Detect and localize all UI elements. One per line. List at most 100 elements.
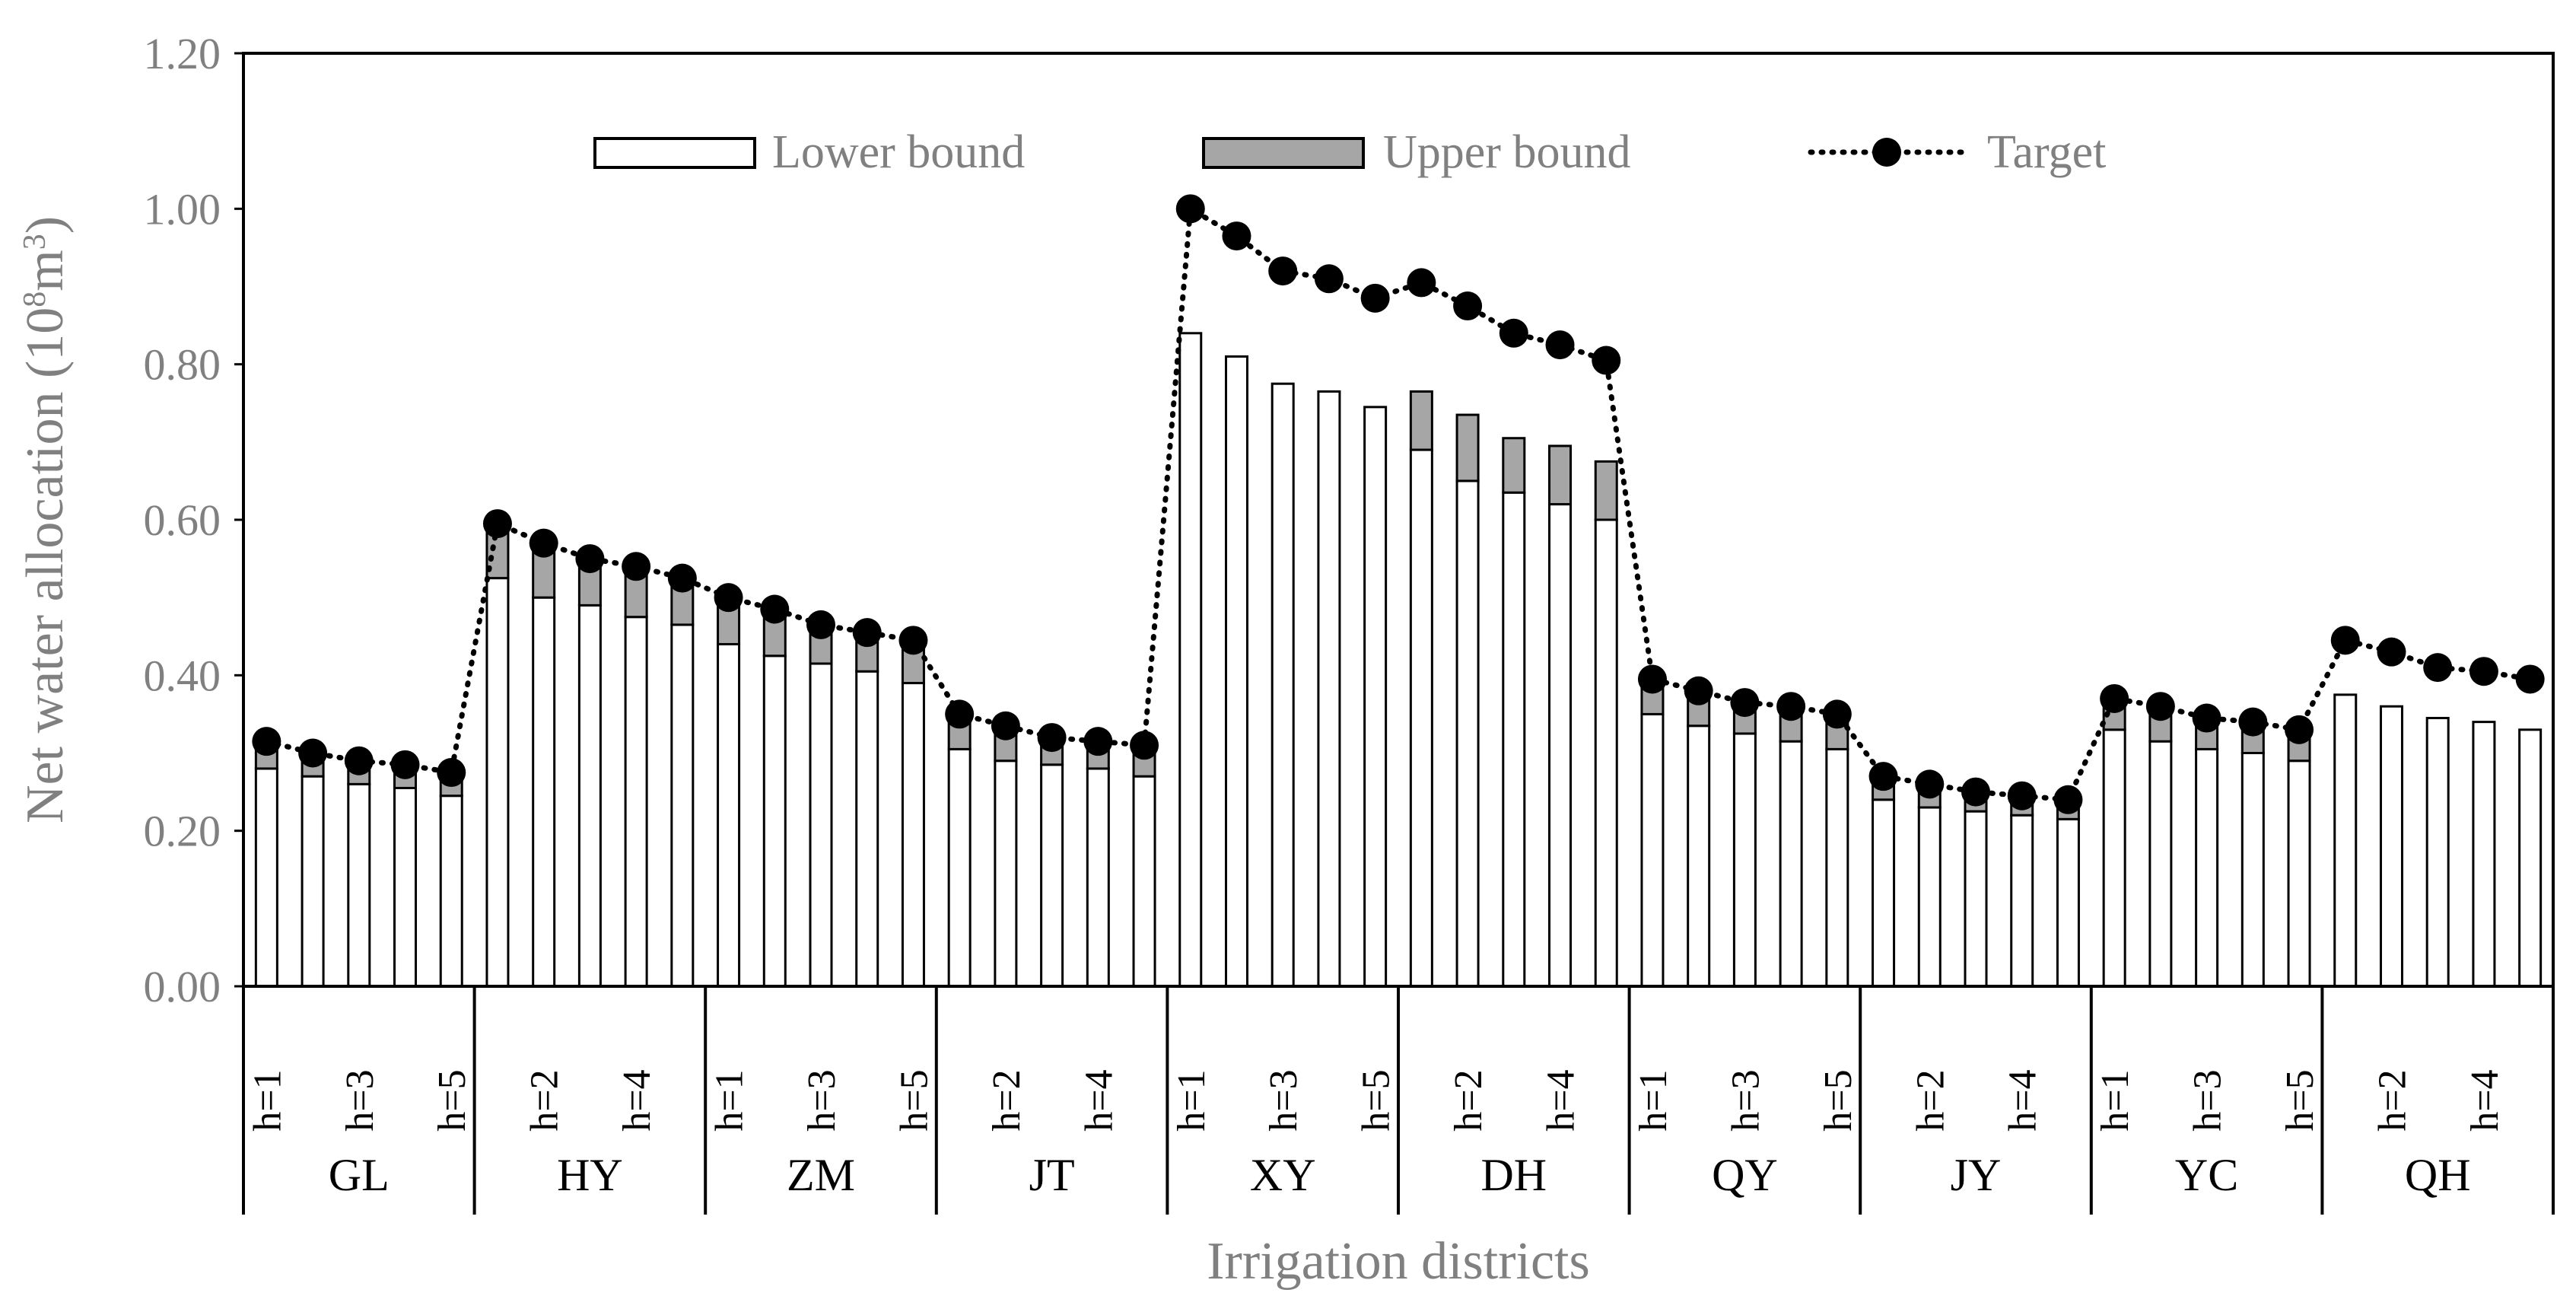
y-axis-title-superscript: 3 [17,234,52,250]
target-point [2007,781,2037,810]
district-label: JY [1951,1150,2002,1200]
bar-lower-bound [762,654,787,988]
y-tick-label: 0.20 [144,807,221,856]
category-tick-label: h=4 [2463,1069,2507,1131]
legend-label-target: Target [1987,126,2106,178]
target-point [667,563,697,593]
bar-lower-bound [2287,759,2311,988]
category-tick-label: h=1 [246,1069,289,1131]
bar-lower-bound [2425,717,2450,988]
bar-lower-bound [347,782,371,988]
y-axis-title: Net water allocation (108m3) [16,216,75,823]
target-point [2330,626,2360,655]
bar-lower-bound [1363,406,1388,988]
category-tick-label: h=1 [2094,1069,2137,1131]
bar-upper-bound [1548,444,1573,506]
bar-lower-bound [1548,503,1573,988]
target-point [2192,703,2221,733]
bar-lower-bound [2102,728,2126,988]
bar-lower-bound [1271,382,1295,988]
target-point [852,618,882,648]
target-point [2100,683,2129,713]
district-label: ZM [787,1150,855,1200]
legend: Lower bound Upper bound Target [593,126,2106,178]
legend-swatch-target-marker [1872,138,1901,167]
bar-lower-bound [1594,518,1618,988]
bar-lower-bound [2010,814,2034,988]
target-point [529,528,558,558]
bar-lower-bound [393,786,418,988]
target-point [1730,688,1760,718]
bar-lower-bound [717,642,741,988]
target-point [575,544,605,574]
target-point [1453,291,1483,321]
bar-lower-bound [1317,390,1341,988]
target-point [1499,318,1528,348]
target-point [1130,731,1159,760]
target-point [1822,699,1852,729]
target-point [1776,692,1806,721]
target-point [344,746,374,775]
category-tick-label: h=1 [708,1069,752,1131]
bar-lower-bound [1779,740,1803,988]
bar-upper-bound [1409,390,1433,451]
legend-label-upper: Upper bound [1383,126,1630,178]
bar-lower-bound [947,747,972,988]
target-point [622,552,651,581]
bar-lower-bound [1917,806,1942,988]
bar-lower-bound [624,616,648,988]
category-tick-label: h=2 [2371,1069,2414,1131]
target-point [1037,723,1067,753]
target-point [1684,676,1713,705]
bar-lower-bound [1086,767,1110,988]
target-point [2285,715,2314,744]
target-point [2145,692,2175,721]
bar-lower-bound [1178,332,1203,988]
bar-lower-bound [1640,712,1665,988]
target-point [2377,637,2406,667]
bar-lower-bound [2148,740,2173,988]
bar-lower-bound [1687,724,1711,988]
target-point [390,750,420,779]
category-tick-label: h=1 [1170,1069,1213,1131]
bar-lower-bound [439,795,463,988]
target-point [2238,707,2268,737]
bar-lower-bound [1132,775,1156,988]
bar-lower-bound [855,670,879,988]
target-point [714,583,743,613]
bar-upper-bound [624,573,648,619]
category-tick-label: h=3 [339,1069,382,1131]
y-tick-label: 0.40 [144,651,221,700]
bar-lower-bound [2472,721,2496,988]
y-axis-title-superscript: 8 [17,291,52,307]
target-line-layer [252,194,2545,814]
category-tick-label: h=5 [892,1069,936,1131]
bar-lower-bound [1872,798,1896,988]
category-tick-label: h=3 [1724,1069,1767,1131]
bar-upper-bound [1455,413,1480,482]
bar-lower-bound [2518,728,2543,988]
target-point [1915,769,1945,799]
bar-upper-bound [1594,460,1618,521]
bar-lower-bound [670,623,695,988]
category-tick-label: h=5 [1355,1069,1398,1131]
y-axis-title-part: Net water allocation (10 [16,307,75,823]
target-point [437,758,466,788]
district-label: JT [1029,1150,1075,1200]
bar-lower-bound [1040,763,1064,988]
bars-layer [254,332,2543,988]
y-axis-title-part: m [16,250,75,291]
x-axis-title: Irrigation districts [1207,1232,1590,1291]
target-point [1314,264,1344,294]
category-tick-label: h=3 [800,1069,844,1131]
category-tick-label: h=2 [1909,1069,1952,1131]
bar-lower-bound [254,767,278,988]
y-tick-label: 0.80 [144,340,221,390]
bar-lower-bound [1964,810,1988,988]
district-label: YC [2175,1150,2238,1200]
target-point [1868,762,1898,791]
y-tick-label: 0.00 [144,962,221,1011]
category-tick-label: h=4 [1077,1069,1121,1131]
target-point [1268,256,1298,286]
